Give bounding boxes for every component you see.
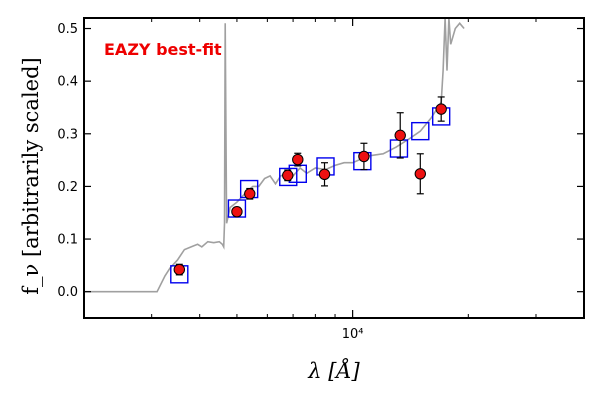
observed-point xyxy=(244,188,256,200)
x-axis-label: λ [Å] xyxy=(307,358,360,383)
y-tick-label: 0.3 xyxy=(57,127,78,142)
y-tick-label: 0.1 xyxy=(57,233,78,248)
observed-point xyxy=(435,103,447,115)
y-axis-label: f_ν [arbitrarily scaled] xyxy=(19,57,43,294)
model-box-layer xyxy=(170,107,451,284)
model-flux-box xyxy=(279,167,298,187)
observed-point xyxy=(292,153,304,166)
annotation-eazy: EAZY best-fit xyxy=(104,40,222,59)
y-tick-label: 0.5 xyxy=(57,22,78,37)
errorbar-layer xyxy=(175,96,445,276)
observed-point xyxy=(414,168,426,180)
observed-point xyxy=(231,205,243,218)
observed-point xyxy=(394,129,406,142)
observed-point xyxy=(173,263,185,276)
observed-point xyxy=(282,169,294,182)
y-tick-label: 0.0 xyxy=(57,285,78,300)
y-tick-label: 0.4 xyxy=(57,75,78,90)
observed-point-layer xyxy=(173,103,447,276)
plot-frame xyxy=(83,17,585,319)
model-flux-box xyxy=(411,121,430,141)
observed-point xyxy=(318,168,331,181)
x-tick-label: 10⁴ xyxy=(342,327,364,342)
y-tick-label: 0.2 xyxy=(57,180,78,195)
tick-layer: 0.0 0.1 0.2 0.3 0.4 0.5 10⁴ xyxy=(57,18,584,342)
observed-point xyxy=(358,150,370,163)
